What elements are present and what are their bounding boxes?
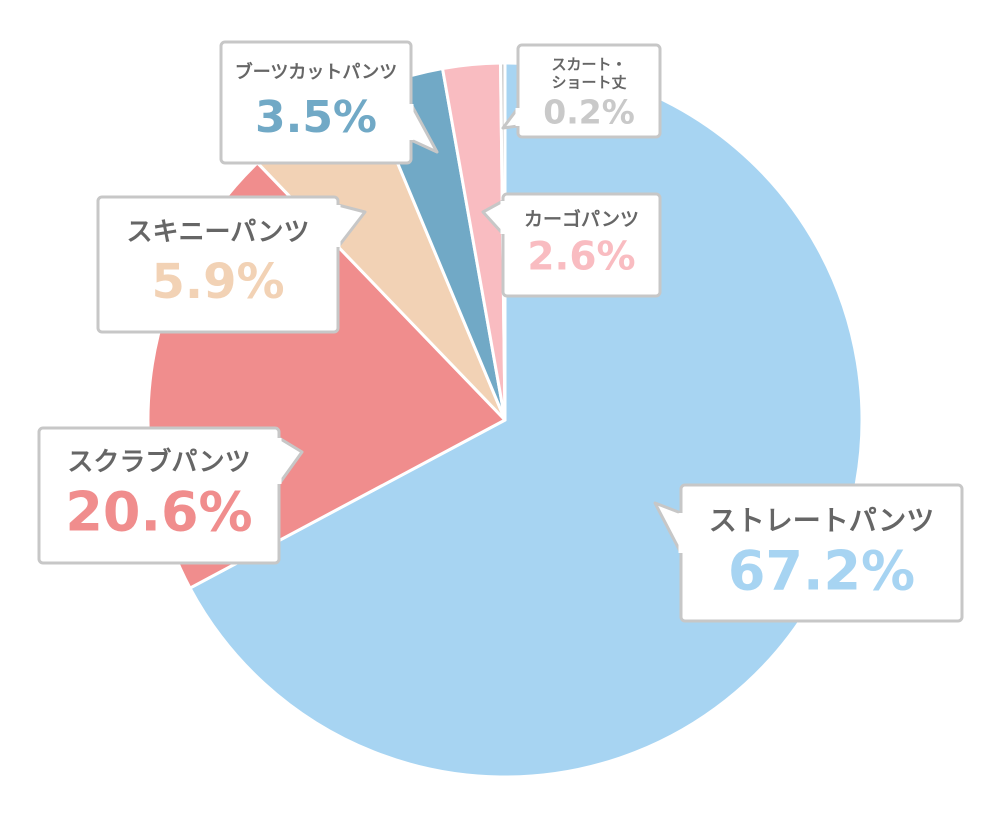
callout-box	[501, 192, 662, 298]
callout-percentage: 5.9%	[151, 254, 284, 310]
callout-percentage: 20.6%	[65, 481, 252, 544]
pie-slices	[146, 61, 864, 779]
callout-box	[516, 43, 662, 139]
callout-cargo-pants: カーゴパンツ 2.6%	[481, 192, 662, 298]
callout-percentage: 0.2%	[543, 93, 635, 132]
callout-label: ブーツカットパンツ	[235, 61, 398, 83]
callout-label: スキニーパンツ	[126, 218, 309, 248]
callout-bootcut-pants: ブーツカットパンツ 3.5%	[219, 40, 439, 165]
callout-box	[37, 426, 281, 565]
callout-label: スクラブパンツ	[67, 447, 250, 478]
callout-percentage: 2.6%	[527, 235, 635, 280]
callout-percentage: 67.2%	[728, 540, 915, 603]
callout-label: ショート丈	[551, 74, 626, 92]
callout-label: スカート・	[551, 56, 626, 74]
callout-skinny-pants: スキニーパンツ 5.9%	[96, 195, 367, 334]
callout-label: カーゴパンツ	[524, 208, 639, 231]
callout-percentage: 3.5%	[255, 92, 377, 143]
callout-box	[96, 195, 340, 334]
callout-label: ストレートパンツ	[709, 504, 934, 537]
